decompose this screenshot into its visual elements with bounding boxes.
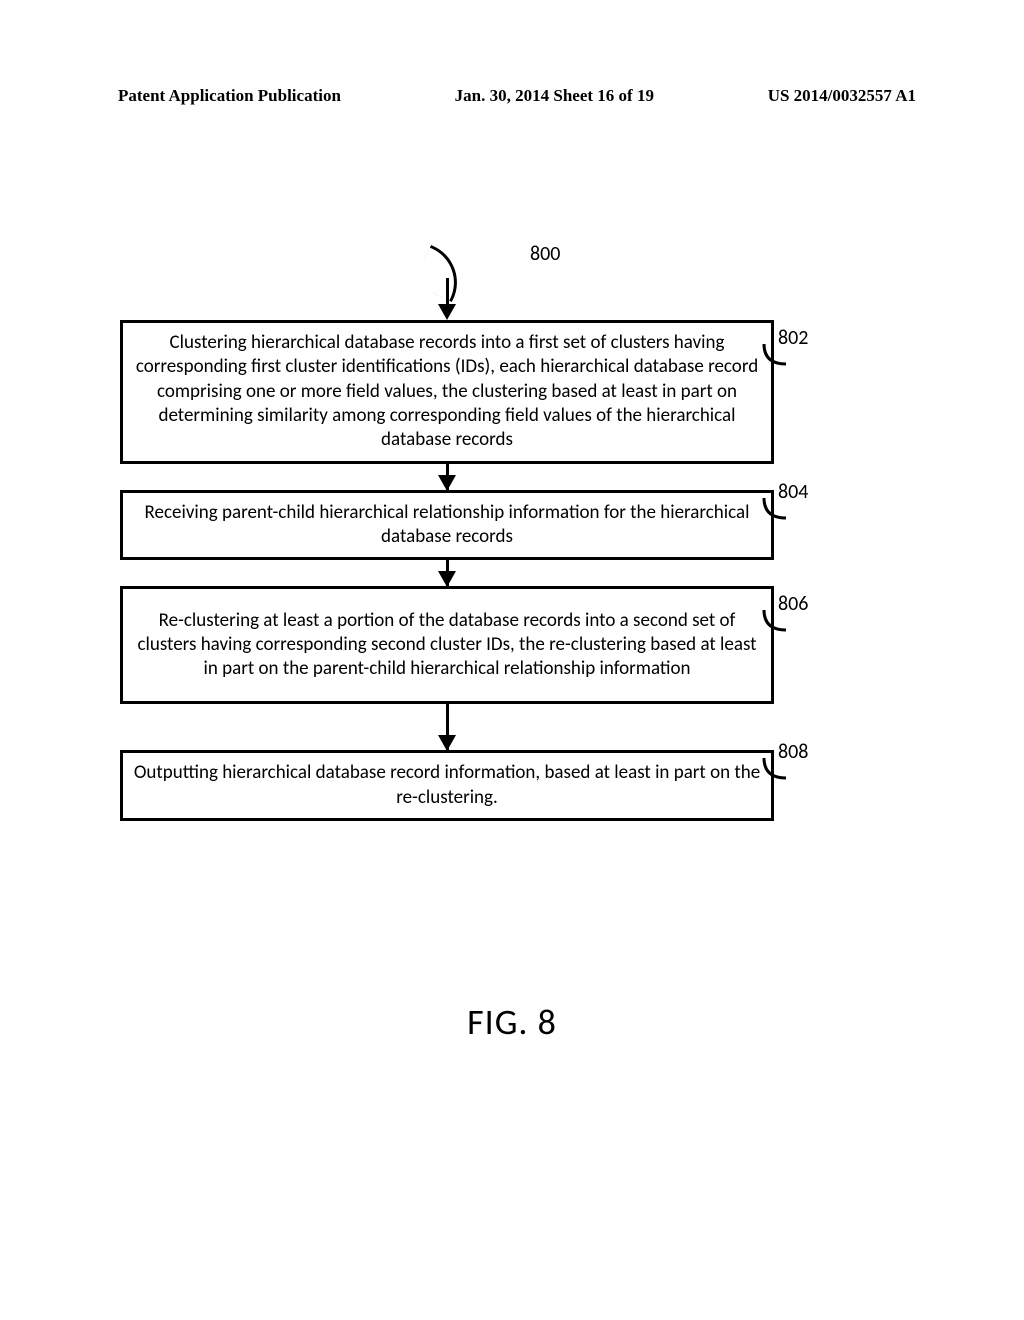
step-label: 804 — [778, 480, 808, 504]
step-808: Outputting hierarchical database record … — [120, 750, 904, 821]
step-label: 806 — [778, 592, 808, 616]
page: Patent Application Publication Jan. 30, … — [0, 0, 1024, 1320]
flowchart: 800 Clustering hierarchical database rec… — [120, 260, 904, 821]
step-box: Clustering hierarchical database records… — [120, 320, 774, 464]
arrow-3 — [120, 704, 774, 750]
entry-label: 800 — [530, 242, 560, 266]
step-806: Re-clustering at least a portion of the … — [120, 586, 904, 704]
patent-header: Patent Application Publication Jan. 30, … — [0, 86, 1024, 106]
arrow-1 — [120, 464, 774, 490]
header-left: Patent Application Publication — [118, 86, 341, 106]
header-right: US 2014/0032557 A1 — [768, 86, 916, 106]
entry-arrow: 800 — [120, 260, 774, 308]
step-box: Receiving parent-child hierarchical rela… — [120, 490, 774, 561]
figure-label: FIG. 8 — [0, 1000, 1024, 1044]
step-box: Re-clustering at least a portion of the … — [120, 586, 774, 704]
header-center: Jan. 30, 2014 Sheet 16 of 19 — [455, 86, 654, 106]
step-label: 802 — [778, 326, 808, 350]
step-802: Clustering hierarchical database records… — [120, 320, 904, 464]
arrow-2 — [120, 560, 774, 586]
step-804: Receiving parent-child hierarchical rela… — [120, 490, 904, 561]
step-box: Outputting hierarchical database record … — [120, 750, 774, 821]
step-label: 808 — [778, 740, 808, 764]
